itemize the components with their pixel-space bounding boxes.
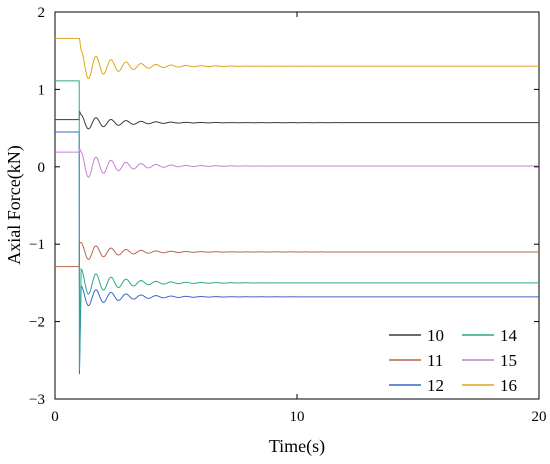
legend: 10 11 12 14 15 16 (389, 326, 518, 395)
y-tick-label: 2 (38, 5, 46, 21)
y-tick-label: 1 (38, 82, 46, 98)
series-line-15 (55, 148, 539, 178)
x-axis-label: Time(s) (269, 436, 325, 457)
x-tick-label: 20 (532, 409, 547, 425)
legend-label-14: 14 (500, 326, 518, 345)
legend-label-10: 10 (427, 326, 444, 345)
y-tick-label: −3 (29, 392, 45, 408)
legend-label-11: 11 (427, 351, 443, 370)
series-line-16 (55, 37, 539, 80)
y-axis-label: Axial Force(kN) (4, 145, 25, 264)
plot-area-border (54, 11, 540, 400)
legend-label-12: 12 (427, 376, 444, 395)
y-tick-label: −1 (29, 237, 45, 253)
y-tick-label: −2 (29, 315, 45, 331)
series-group (55, 37, 539, 375)
series-line-12 (55, 131, 539, 375)
series-line-10 (55, 110, 539, 130)
legend-label-15: 15 (500, 351, 517, 370)
legend-label-16: 16 (500, 376, 517, 395)
x-tick-label: 10 (290, 409, 305, 425)
y-tick-label: 0 (38, 160, 46, 176)
series-line-14 (55, 80, 539, 370)
series-line-11 (55, 242, 539, 268)
x-tick-label: 0 (51, 409, 59, 425)
